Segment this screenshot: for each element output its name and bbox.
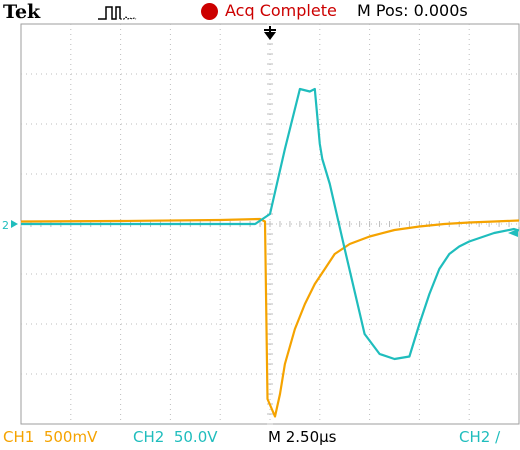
pulse-waveform-icon xyxy=(98,6,137,20)
position-readout: M Pos: 0.000s xyxy=(357,1,468,20)
trace-ch2 xyxy=(21,87,520,361)
trigger-level-arrow[interactable] xyxy=(508,229,518,237)
ch2-ground-arrow xyxy=(11,220,18,228)
ch1-scale-readout[interactable]: CH1 500mV xyxy=(3,428,98,446)
channel-readout-bar: CH1 500mV CH2 50.0V M 2.50µs CH2 ∕ xyxy=(0,425,520,450)
ch2-scale-readout[interactable]: CH2 50.0V xyxy=(133,428,218,446)
markers: 2 xyxy=(2,26,518,237)
timebase-readout[interactable]: M 2.50µs xyxy=(268,428,337,446)
waveform-traces xyxy=(20,87,520,418)
acq-status-label: Acq Complete xyxy=(225,1,337,20)
acq-status-indicator xyxy=(201,3,218,20)
trace-ch1 xyxy=(20,217,520,418)
trigger-arrow-icon[interactable] xyxy=(264,26,276,40)
status-bar: Tek Acq Complete M Pos: 0.000s xyxy=(0,0,520,24)
trigger-source-readout[interactable]: CH2 ∕ xyxy=(459,428,501,446)
ch2-ground-marker[interactable]: 2 xyxy=(2,219,9,232)
brand-logo: Tek xyxy=(3,1,41,23)
